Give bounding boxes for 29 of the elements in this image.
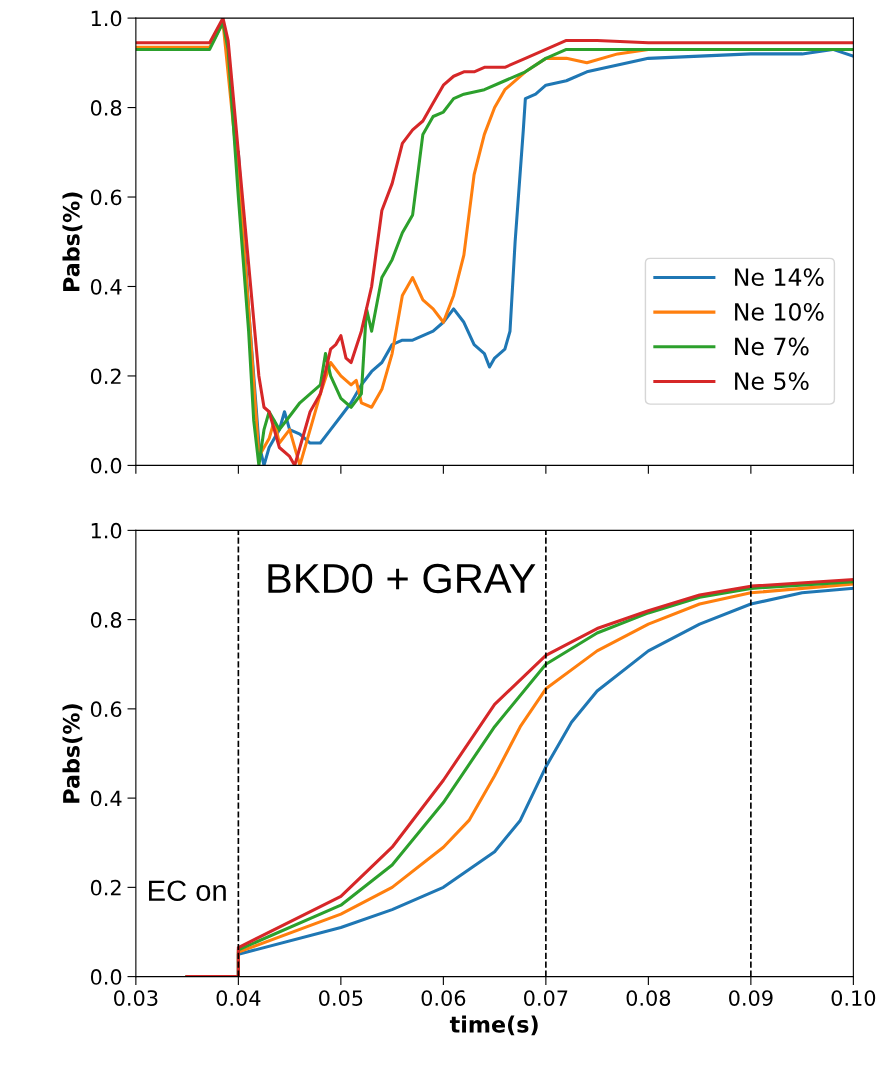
- x-tick-label: 0.06: [421, 990, 466, 1006]
- x-axis-title: time(s): [449, 1015, 538, 1036]
- y-tick-label: 0.0: [90, 457, 122, 474]
- legend-label: Ne 10%: [735, 302, 824, 321]
- y-tick-label: 0.8: [90, 612, 122, 628]
- x-tick-label: 0.04: [216, 990, 261, 1006]
- y-axis-title: Pabs(%): [62, 192, 83, 291]
- annotation: BKD0 + GRAY: [268, 563, 536, 594]
- legend-label: Ne 5%: [735, 372, 809, 391]
- y-tick-label: 0.2: [90, 368, 121, 385]
- y-tick-label: 0.6: [90, 701, 122, 718]
- y-tick-label: 0.0: [90, 969, 122, 985]
- y-tick-label: 1.0: [91, 10, 122, 27]
- legend-label: Ne 14%: [735, 268, 824, 287]
- x-tick-label: 0.07: [524, 990, 568, 1006]
- x-tick-label: 0.05: [319, 990, 363, 1006]
- annotation: EC on: [149, 880, 226, 902]
- y-tick-label: 0.2: [90, 879, 121, 896]
- y-tick-label: 1.0: [91, 522, 122, 539]
- x-tick-label: 0.08: [626, 990, 671, 1006]
- x-tick-label: 0.09: [729, 990, 773, 1006]
- x-tick-label: 0.10: [831, 990, 876, 1006]
- y-tick-label: 0.4: [90, 278, 122, 295]
- y-tick-label: 0.6: [90, 189, 122, 206]
- y-tick-label: 0.4: [90, 790, 122, 807]
- x-tick-label: 0.03: [114, 990, 158, 1006]
- y-axis-title: Pabs(%): [62, 704, 83, 803]
- y-tick-label: 0.8: [90, 100, 122, 116]
- legend-label: Ne 7%: [735, 337, 809, 356]
